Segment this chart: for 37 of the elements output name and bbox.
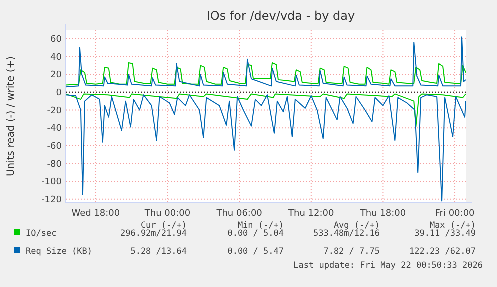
text: 533.48m/12.16 bbox=[313, 229, 380, 239]
text: Max (-/+) bbox=[430, 221, 476, 231]
y-tick-label: 0 bbox=[56, 88, 62, 99]
x-tick-label: Thu 00:00 bbox=[144, 209, 191, 219]
text: 39.11 /33.49 bbox=[414, 229, 476, 239]
y-tick-label: -40 bbox=[47, 124, 62, 134]
line-series bbox=[66, 94, 466, 202]
y-tick-label: 20 bbox=[50, 70, 62, 81]
y-tick-label: -60 bbox=[47, 142, 62, 152]
text: Avg (-/+) bbox=[334, 221, 380, 231]
line-series bbox=[66, 94, 466, 128]
line-series bbox=[66, 62, 466, 86]
y-tick-label: -20 bbox=[47, 106, 62, 116]
text: 5.28 /13.64 bbox=[130, 247, 187, 257]
x-tick-label: Fri 00:00 bbox=[435, 209, 476, 219]
legend-label: IO/sec bbox=[26, 229, 57, 239]
line-series bbox=[66, 36, 466, 88]
x-tick-label: Thu 18:00 bbox=[359, 209, 406, 219]
text: Min (-/+) bbox=[238, 221, 284, 231]
x-tick-label: Thu 06:00 bbox=[216, 209, 263, 219]
y-tick-label: 60 bbox=[50, 35, 62, 46]
y-axis-title: Units read (-) / write (+) bbox=[6, 56, 17, 177]
x-tick-label: Thu 12:00 bbox=[288, 209, 335, 219]
chart-title: IOs for /dev/vda - by day bbox=[206, 9, 356, 23]
text: Cur (-/+) bbox=[140, 221, 187, 231]
text: 122.23 /62.07 bbox=[409, 247, 476, 257]
y-tick-label: -80 bbox=[47, 160, 62, 170]
text: 0.00 / 5.47 bbox=[228, 247, 284, 257]
text: Last update: Fri May 22 00:50:33 2026 bbox=[294, 261, 483, 271]
legend-label: Req Size (KB) bbox=[26, 247, 93, 257]
x-tick-label: Wed 18:00 bbox=[72, 209, 120, 219]
text: 7.82 / 7.75 bbox=[324, 247, 380, 257]
text: 0.00 / 5.04 bbox=[228, 229, 284, 239]
y-tick-label: -100 bbox=[42, 178, 62, 188]
text: 296.92m/21.94 bbox=[120, 229, 187, 239]
y-tick-label: -120 bbox=[42, 196, 62, 206]
y-tick-label: 40 bbox=[50, 52, 62, 63]
